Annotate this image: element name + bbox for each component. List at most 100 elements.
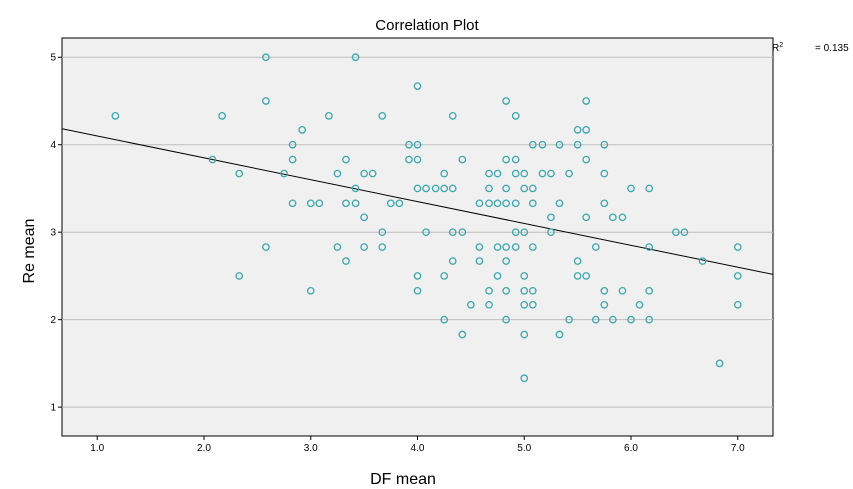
data-point bbox=[395, 199, 404, 208]
data-point bbox=[288, 140, 297, 149]
data-point bbox=[520, 374, 529, 383]
data-point bbox=[342, 199, 350, 208]
data-point bbox=[422, 184, 430, 193]
data-point bbox=[600, 286, 609, 295]
data-point bbox=[733, 300, 742, 309]
x-tick-label: 2.0 bbox=[197, 443, 211, 454]
data-point bbox=[555, 199, 564, 208]
y-tick-label: 1 bbox=[50, 403, 56, 414]
y-axis-ticks: 1 2 3 4 5 bbox=[50, 53, 62, 414]
data-point bbox=[627, 315, 635, 324]
data-point bbox=[528, 184, 537, 193]
data-point bbox=[511, 199, 520, 208]
data-point bbox=[520, 286, 529, 295]
data-point bbox=[547, 169, 555, 178]
y-tick-label: 5 bbox=[50, 53, 56, 64]
data-point bbox=[467, 300, 475, 309]
data-point bbox=[405, 155, 413, 164]
y-tick-label: 2 bbox=[50, 315, 56, 326]
data-point bbox=[582, 125, 591, 134]
data-point bbox=[342, 155, 350, 164]
data-point bbox=[733, 272, 742, 280]
r2-label: R2 bbox=[772, 42, 783, 54]
data-point bbox=[378, 243, 387, 251]
data-point bbox=[582, 97, 591, 105]
data-point bbox=[511, 112, 520, 120]
x-tick-label: 4.0 bbox=[411, 443, 425, 454]
data-point bbox=[573, 257, 582, 265]
data-point bbox=[298, 125, 307, 134]
data-point bbox=[609, 213, 617, 222]
data-point bbox=[413, 155, 422, 164]
data-point bbox=[573, 125, 582, 134]
data-point bbox=[262, 97, 270, 105]
x-tick-label: 1.0 bbox=[90, 443, 104, 454]
data-point bbox=[368, 169, 377, 178]
data-point bbox=[520, 169, 529, 178]
data-point bbox=[502, 286, 510, 295]
data-point bbox=[573, 140, 582, 149]
data-point bbox=[448, 112, 457, 120]
data-point bbox=[591, 243, 600, 251]
data-point bbox=[351, 53, 360, 62]
data-point bbox=[528, 286, 537, 295]
data-point bbox=[448, 257, 457, 265]
data-point bbox=[555, 330, 564, 339]
data-point bbox=[493, 169, 502, 178]
data-point bbox=[528, 140, 537, 149]
x-tick-label: 3.0 bbox=[304, 443, 318, 454]
data-point bbox=[635, 300, 644, 309]
data-point bbox=[262, 53, 270, 62]
data-point bbox=[422, 228, 430, 237]
data-point bbox=[502, 243, 510, 251]
data-point bbox=[573, 272, 582, 280]
data-point bbox=[360, 243, 368, 251]
data-point bbox=[288, 155, 297, 164]
data-point bbox=[520, 330, 529, 339]
data-point bbox=[520, 300, 529, 309]
data-point bbox=[448, 228, 457, 237]
r2-letter: R bbox=[772, 43, 779, 54]
data-point bbox=[511, 243, 520, 251]
data-point bbox=[413, 140, 422, 149]
data-point bbox=[413, 286, 422, 295]
data-point bbox=[555, 140, 564, 149]
data-point bbox=[645, 243, 654, 251]
data-point bbox=[520, 228, 529, 237]
data-point bbox=[111, 112, 120, 120]
data-point bbox=[538, 140, 547, 149]
data-point bbox=[600, 140, 609, 149]
x-tick-label: 7.0 bbox=[731, 443, 745, 454]
data-point bbox=[485, 286, 493, 295]
x-tick-label: 5.0 bbox=[517, 443, 531, 454]
data-point bbox=[440, 184, 449, 193]
data-point bbox=[698, 257, 707, 265]
data-point bbox=[511, 155, 520, 164]
data-points bbox=[111, 53, 742, 383]
data-point bbox=[600, 300, 609, 309]
data-point bbox=[431, 184, 440, 193]
y-tick-label: 4 bbox=[50, 140, 56, 151]
data-point bbox=[280, 169, 288, 178]
y-tick-label: 3 bbox=[50, 228, 56, 239]
data-point bbox=[502, 257, 510, 265]
data-point bbox=[715, 359, 724, 368]
data-point bbox=[288, 199, 297, 208]
data-point bbox=[493, 243, 502, 251]
data-point bbox=[475, 243, 484, 251]
data-point bbox=[645, 286, 654, 295]
data-point bbox=[306, 286, 315, 295]
data-point bbox=[627, 184, 635, 193]
data-point bbox=[475, 257, 484, 265]
data-point bbox=[493, 199, 502, 208]
data-point bbox=[502, 199, 510, 208]
data-point bbox=[440, 315, 449, 324]
data-point bbox=[360, 169, 368, 178]
data-point bbox=[378, 112, 387, 120]
data-point bbox=[235, 272, 244, 280]
data-point bbox=[342, 257, 350, 265]
data-point bbox=[413, 184, 422, 193]
data-point bbox=[680, 228, 689, 237]
data-point bbox=[458, 228, 467, 237]
